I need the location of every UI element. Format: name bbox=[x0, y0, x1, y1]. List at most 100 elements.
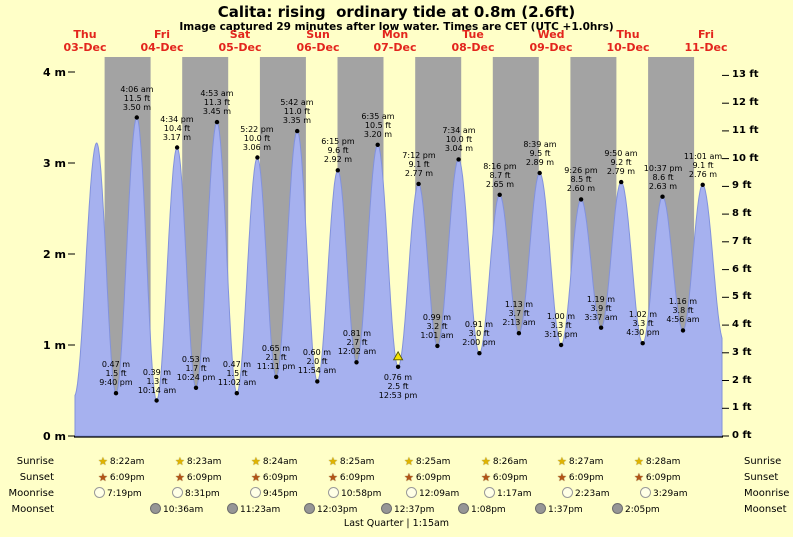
anno-line: 3.20 m bbox=[363, 130, 393, 139]
anno-line: 8:16 pm bbox=[483, 162, 517, 171]
anno-line: 10.0 ft bbox=[445, 135, 473, 144]
astro-time: 6:09pm bbox=[262, 473, 298, 483]
y-axis-right-label: 5 ft bbox=[732, 291, 752, 303]
current-time-marker bbox=[392, 350, 404, 361]
tide-extreme-dot bbox=[619, 179, 624, 185]
anno-line: 1.5 ft bbox=[226, 369, 248, 378]
y-axis-left-label: 1 m bbox=[43, 338, 66, 352]
moon-phase-note: Last Quarter | 1:15am bbox=[343, 518, 450, 529]
anno-line: 3.3 ft bbox=[550, 321, 572, 330]
day-name: Tue bbox=[462, 28, 484, 41]
moonrise-icon bbox=[484, 487, 495, 498]
astro-row-label: Sunset bbox=[19, 472, 54, 483]
astro-row-label: Sunrise bbox=[744, 456, 782, 467]
tide-extreme-label-low: 1.16 m 3.8 ft 4:56 am bbox=[653, 297, 713, 324]
sunrise-star-icon: ★ bbox=[98, 455, 108, 468]
anno-line: 0.60 m bbox=[302, 348, 332, 357]
tide-extreme-label-high: 9:26 pm 8.5 ft 2.60 m bbox=[551, 166, 611, 193]
anno-line: 0.99 m bbox=[422, 313, 452, 322]
astro-time-entry: ★ 6:09pm bbox=[328, 471, 375, 484]
anno-line: 0.81 m bbox=[342, 329, 372, 338]
anno-line: 0.47 m bbox=[222, 360, 252, 369]
astro-time: 6:09pm bbox=[339, 473, 375, 483]
tide-extreme-dot bbox=[395, 364, 401, 369]
moonrise-icon bbox=[94, 487, 105, 498]
tide-extreme-label-high: 11:01 am 9.1 ft 2.76 m bbox=[673, 152, 733, 179]
tide-extreme-dot bbox=[174, 145, 180, 150]
tide-extreme-label-high: 5:42 am 11.0 ft 3.35 m bbox=[267, 98, 327, 125]
anno-line: 0.53 m bbox=[181, 355, 211, 364]
moonrise-icon bbox=[406, 487, 417, 498]
tide-extreme-dot bbox=[375, 142, 380, 147]
anno-line: 12:53 pm bbox=[378, 391, 418, 400]
tide-extreme-label-high: 7:34 am 10.0 ft 3.04 m bbox=[429, 126, 489, 153]
y-axis-left-label: 3 m bbox=[43, 156, 66, 170]
tide-extreme-dot bbox=[214, 119, 220, 125]
astro-time-entry: 1:17am bbox=[484, 487, 532, 500]
anno-line: 3.17 m bbox=[162, 133, 192, 142]
anno-line: 11.0 ft bbox=[283, 107, 311, 116]
day-date: 03-Dec bbox=[63, 40, 107, 54]
anno-line: 8:39 am bbox=[523, 140, 557, 149]
astro-time-entry: ★ 8:22am bbox=[98, 455, 144, 468]
anno-line: 9:40 pm bbox=[99, 378, 133, 387]
astro-time-entry: ★ 8:28am bbox=[634, 455, 680, 468]
y-axis-left-label: 2 m bbox=[43, 247, 66, 261]
sunset-star-icon: ★ bbox=[175, 471, 185, 484]
astro-time: 3:29am bbox=[653, 489, 688, 499]
anno-line: 11.3 ft bbox=[203, 98, 231, 107]
day-label: Mon 07-Dec bbox=[360, 28, 430, 54]
sunset-star-icon: ★ bbox=[634, 471, 644, 484]
tide-extreme-dot bbox=[558, 342, 564, 348]
astro-row-label: Sunrise bbox=[16, 456, 54, 467]
anno-line: 9.5 ft bbox=[529, 149, 551, 158]
anno-line: 2.65 m bbox=[485, 180, 515, 189]
sunset-star-icon: ★ bbox=[251, 471, 261, 484]
astro-row-label: Moonset bbox=[744, 504, 787, 515]
sunset-star-icon: ★ bbox=[481, 471, 491, 484]
tide-extreme-label-low: 1.00 m 3.3 ft 3:16 pm bbox=[531, 312, 591, 339]
astro-time: 8:25am bbox=[415, 457, 451, 467]
tide-extreme-dot bbox=[113, 391, 119, 396]
astro-time-entry: ★ 8:26am bbox=[481, 455, 527, 468]
moonset-icon bbox=[458, 503, 469, 514]
astro-time: 9:45pm bbox=[263, 489, 298, 499]
sunrise-star-icon: ★ bbox=[251, 455, 261, 468]
y-axis-right-label: 0 ft bbox=[732, 430, 752, 441]
tide-extreme-dot bbox=[516, 331, 522, 336]
anno-line: 1.5 ft bbox=[105, 369, 127, 378]
anno-line: 2.89 m bbox=[525, 158, 555, 167]
astro-time-entry: ★ 6:09pm bbox=[557, 471, 604, 484]
anno-line: 3.7 ft bbox=[508, 309, 530, 318]
tide-extreme-dot bbox=[660, 194, 665, 199]
y-axis-right-label: 7 ft bbox=[732, 235, 752, 247]
day-name: Fri bbox=[153, 28, 170, 41]
moonrise-icon bbox=[172, 487, 183, 498]
tide-extreme-label-high: 7:12 pm 9.1 ft 2.77 m bbox=[389, 151, 449, 178]
day-label: Fri 04-Dec bbox=[127, 28, 197, 54]
tide-extreme-label-low: 0.47 m 1.5 ft 9:40 pm bbox=[86, 360, 146, 387]
astro-time: 2:05pm bbox=[625, 505, 660, 515]
astro-time: 6:09pm bbox=[186, 473, 222, 483]
tide-extreme-dot bbox=[680, 328, 686, 333]
anno-line: 2.63 m bbox=[648, 182, 678, 191]
astro-time-entry: 12:09am bbox=[406, 487, 459, 500]
astro-time-entry: 1:08pm bbox=[458, 503, 506, 516]
anno-line: 3.0 ft bbox=[468, 329, 490, 338]
anno-line: 10.4 ft bbox=[163, 124, 191, 133]
tide-extreme-dot bbox=[255, 155, 260, 160]
tide-extreme-label-high: 10:37 pm 8.6 ft 2.63 m bbox=[633, 164, 693, 191]
anno-line: 2.77 m bbox=[404, 169, 434, 178]
anno-line: 10:14 am bbox=[137, 386, 177, 395]
day-date: 05-Dec bbox=[218, 40, 262, 54]
tide-extreme-dot bbox=[640, 341, 645, 346]
anno-line: 8.7 ft bbox=[489, 171, 511, 180]
day-label: Fri 11-Dec bbox=[671, 28, 741, 54]
anno-line: 11:11 pm bbox=[256, 362, 296, 371]
astro-time: 10:36am bbox=[163, 505, 204, 515]
day-date: 04-Dec bbox=[140, 40, 184, 54]
astro-time: 8:23am bbox=[186, 457, 222, 467]
astro-row-label: Moonrise bbox=[8, 488, 54, 499]
